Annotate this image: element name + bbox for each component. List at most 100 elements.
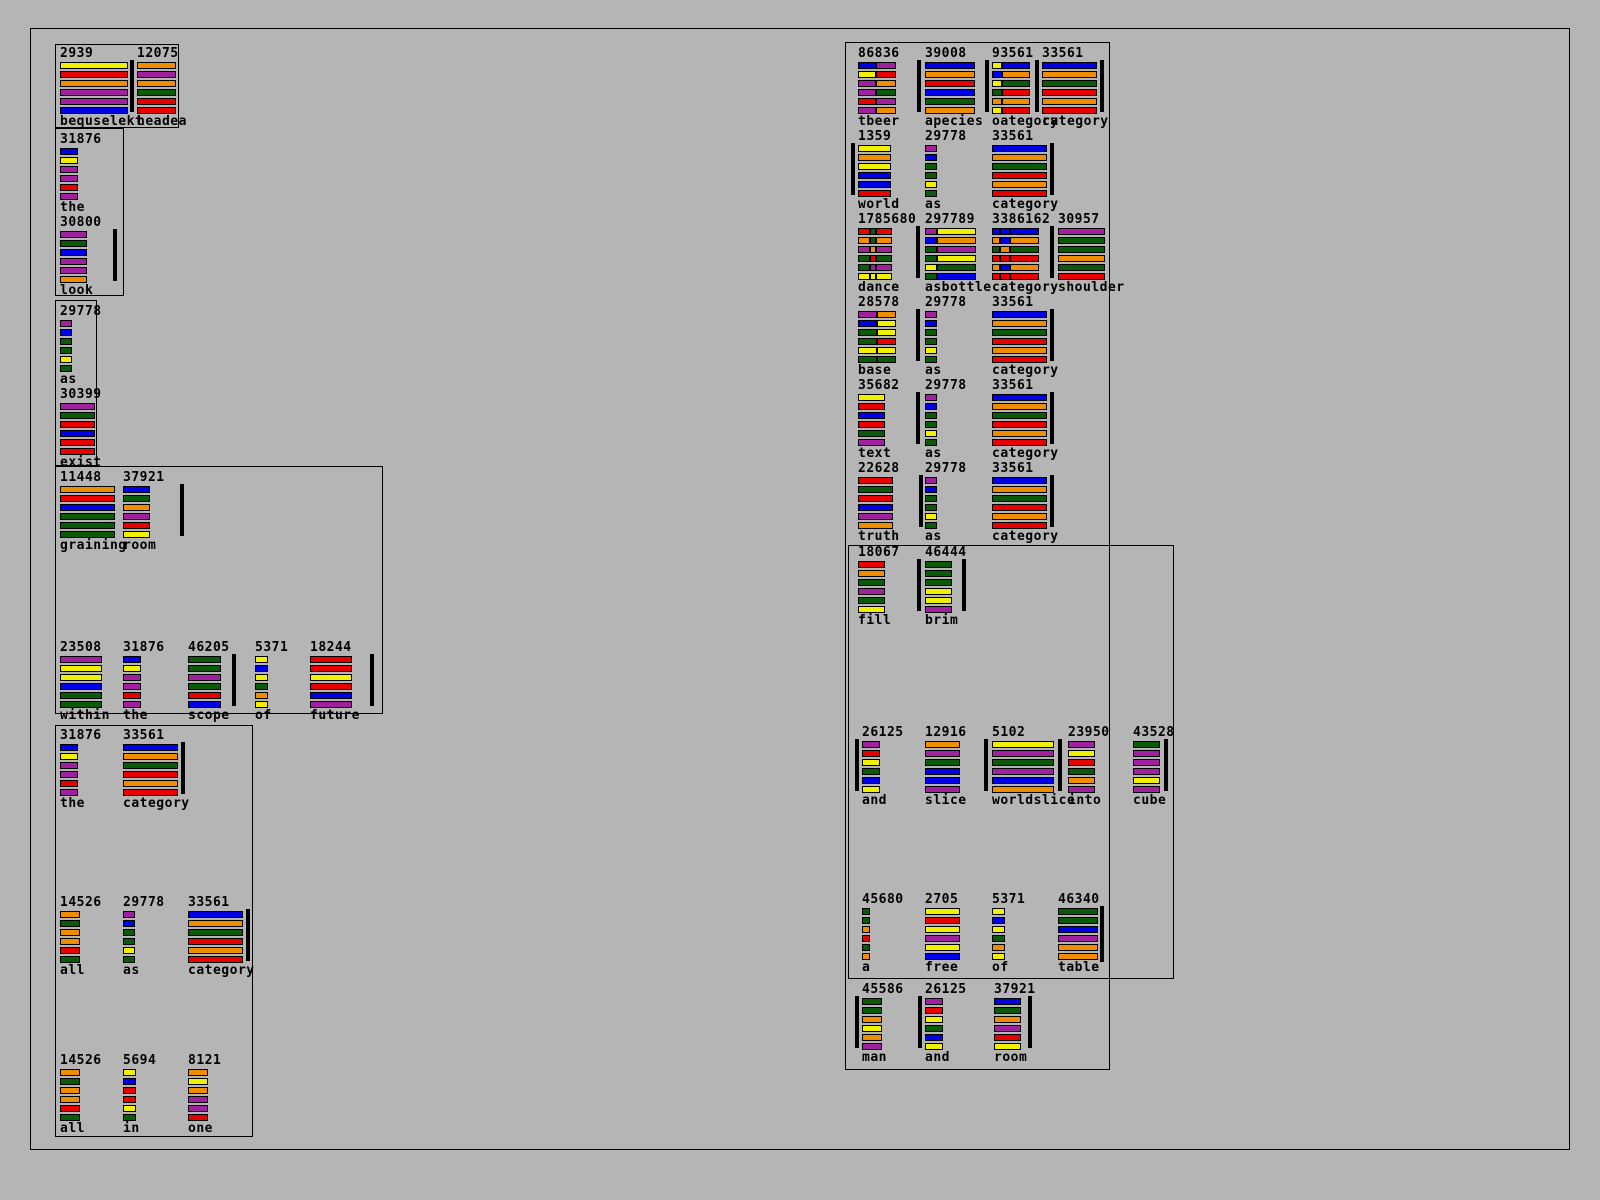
- tick-mark: [916, 226, 920, 278]
- bar-segment: [925, 320, 937, 327]
- bar: [858, 477, 893, 486]
- bar: [994, 1025, 1021, 1034]
- stack-bars: [1058, 908, 1098, 962]
- bar: [992, 759, 1054, 768]
- bar: [992, 412, 1047, 421]
- bar: [992, 145, 1047, 154]
- bar: [123, 929, 135, 938]
- bar: [858, 80, 896, 89]
- tick-mark: [246, 909, 250, 961]
- bar: [1058, 935, 1098, 944]
- stack-number: 30800: [60, 215, 102, 230]
- bar: [858, 62, 896, 71]
- bar-segment: [60, 62, 128, 69]
- bar-segment: [60, 403, 95, 410]
- stack-bars: [862, 998, 882, 1052]
- stack-number: 26125: [925, 982, 967, 997]
- bar: [123, 762, 178, 771]
- bar: [925, 944, 960, 953]
- bar: [862, 741, 880, 750]
- bar: [992, 320, 1047, 329]
- bar-segment: [123, 1105, 136, 1112]
- bar: [925, 1043, 943, 1052]
- bar: [60, 329, 72, 338]
- bar-segment: [188, 1096, 208, 1103]
- bar: [925, 347, 937, 356]
- bar-segment: [870, 246, 876, 253]
- bar-segment: [862, 1007, 882, 1014]
- bar: [858, 522, 893, 531]
- bar: [310, 656, 352, 665]
- bar-segment: [60, 80, 128, 87]
- bar-segment: [1042, 71, 1097, 78]
- bar: [60, 148, 78, 157]
- bar: [992, 62, 1030, 71]
- bar-segment: [925, 311, 937, 318]
- bar: [60, 911, 80, 920]
- tick-mark: [1050, 143, 1054, 195]
- bar-segment: [188, 947, 243, 954]
- bar-segment: [188, 692, 221, 699]
- bar-segment: [862, 741, 880, 748]
- bar: [925, 273, 976, 282]
- bar-segment: [188, 1069, 208, 1076]
- bar-segment: [1133, 750, 1160, 757]
- bar: [1133, 741, 1160, 750]
- bar-segment: [60, 148, 78, 155]
- bar: [992, 228, 1039, 237]
- stack-number: 29778: [925, 461, 967, 476]
- stack-bars: [858, 394, 885, 448]
- bar-segment: [858, 228, 870, 235]
- bar-segment: [992, 750, 1054, 757]
- stack-bars: [60, 231, 87, 285]
- stack-label: and: [925, 1050, 950, 1065]
- bar-segment: [870, 228, 876, 235]
- bar: [992, 107, 1030, 116]
- bar-segment: [188, 665, 221, 672]
- stack-bars: [862, 741, 880, 795]
- bar-segment: [994, 1016, 1021, 1023]
- bar: [858, 606, 885, 615]
- bar: [992, 356, 1047, 365]
- bar: [925, 513, 937, 522]
- bar: [188, 1087, 208, 1096]
- bar: [60, 356, 72, 365]
- bar-segment: [1068, 786, 1095, 793]
- bar-segment: [992, 273, 1000, 280]
- stack-label: in: [123, 1121, 140, 1136]
- bar: [60, 184, 78, 193]
- bar-segment: [862, 786, 880, 793]
- bar: [992, 741, 1054, 750]
- stack-number: 45680: [862, 892, 904, 907]
- bar: [925, 561, 952, 570]
- bar: [994, 1034, 1021, 1043]
- bar: [992, 430, 1047, 439]
- bar: [60, 1078, 80, 1087]
- stack-bars: [188, 1069, 208, 1123]
- bar-segment: [188, 1087, 208, 1094]
- bar: [60, 1105, 80, 1114]
- bar-segment: [876, 80, 896, 87]
- bar: [925, 908, 960, 917]
- bar-segment: [60, 365, 72, 372]
- bar-segment: [60, 947, 80, 954]
- stack-bars: [60, 62, 128, 116]
- bar: [992, 522, 1047, 531]
- bar: [858, 98, 896, 107]
- bar-segment: [1068, 768, 1095, 775]
- bar-segment: [60, 1114, 80, 1121]
- bar-segment: [925, 89, 975, 96]
- bar-segment: [1010, 255, 1039, 262]
- bar-segment: [60, 320, 72, 327]
- stack-number: 31876: [60, 132, 102, 147]
- bar: [60, 347, 72, 356]
- stack-number: 18244: [310, 640, 352, 655]
- stack-bars: [60, 486, 115, 540]
- bar: [925, 606, 952, 615]
- stack-number: 14526: [60, 1053, 102, 1068]
- bar: [862, 777, 880, 786]
- bar-segment: [925, 561, 952, 568]
- bar: [60, 1096, 80, 1105]
- bar: [925, 62, 975, 71]
- bar: [992, 777, 1054, 786]
